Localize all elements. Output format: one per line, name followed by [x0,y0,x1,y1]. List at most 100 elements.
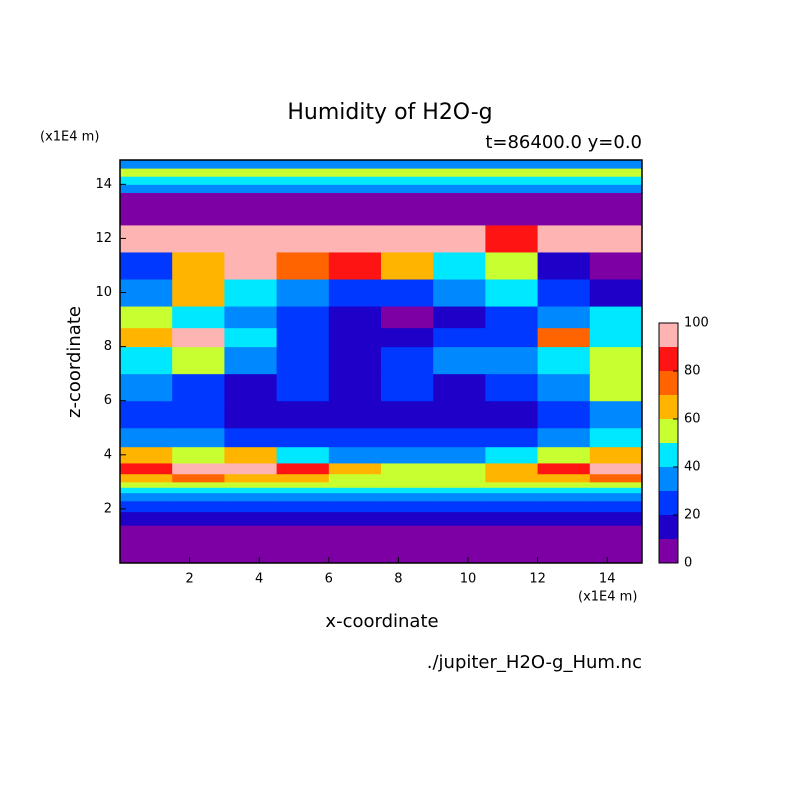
contour-cell [276,511,330,526]
contour-cell [537,500,591,513]
contour-cell [485,487,539,494]
contour-cell [433,160,486,169]
contour-cell [433,400,486,429]
contour-cell [381,176,434,185]
contour-cell [537,446,591,464]
contour-cell [485,176,539,185]
contour-cell [485,473,539,483]
contour-cell [328,168,382,177]
contour-cell [589,373,643,402]
colorbar-segment [659,323,678,347]
contour-cell [328,306,382,329]
contour-cell [172,306,225,329]
contour-cell [224,192,278,226]
contour-cell [589,224,643,253]
contour-cell [381,327,434,348]
contour-cell [276,481,330,488]
contour-cell [224,279,278,307]
contour-cell [485,168,539,177]
colorbar-segment [659,515,678,539]
contour-cell [381,511,434,526]
contour-cell [485,400,539,429]
contour-cell [328,487,382,494]
contour-cell [328,462,382,475]
contour-cell [381,279,434,307]
contour-cell [537,525,591,564]
contour-cell [381,400,434,429]
contour-cell [172,184,225,193]
x-tick-label: 10 [460,572,477,587]
contour-cell [537,160,591,169]
contour-cell [276,224,330,253]
contour-cell [589,192,643,226]
contour-cell [485,160,539,169]
contour-cell [537,487,591,494]
colorbar-segment [659,371,678,395]
contour-cell [276,500,330,513]
contour-cell [120,400,173,429]
y-tick-label: 10 [95,285,112,300]
contour-cell [433,446,486,464]
contour-cell [485,192,539,226]
contour-cell [120,184,173,193]
contour-cell [328,511,382,526]
contour-cell [172,511,225,526]
contour-cell [433,251,486,280]
contour-cell [120,462,173,475]
contour-cell [224,160,278,169]
y-axis-label: z-coordinate [64,306,85,418]
contour-cell [537,511,591,526]
x-tick-label: 6 [325,572,333,587]
contour-cell [381,487,434,494]
contour-cell [537,473,591,483]
contour-cell [433,327,486,348]
contour-cell [589,481,643,488]
contour-cell [433,373,486,402]
y-tick-label: 4 [104,447,112,462]
contour-cell [120,481,173,488]
contour-cell [381,192,434,226]
contour-cell [276,160,330,169]
contour-cell [433,427,486,448]
contour-cell [172,192,225,226]
x-tick-label: 2 [185,572,193,587]
contour-cell [485,184,539,193]
contour-cell [589,168,643,177]
contour-cell [276,446,330,464]
contour-cell [172,492,225,502]
contour-cell [224,473,278,483]
y-tick-label: 6 [104,393,112,408]
contour-cell [276,462,330,475]
contour-cell [172,487,225,494]
colorbar-tick-label: 80 [684,364,701,379]
contour-cell [485,279,539,307]
colorbar-tick-label: 100 [684,316,709,331]
contour-cell [172,462,225,475]
contour-cell [537,279,591,307]
contour-cell [433,306,486,329]
contour-cell [328,192,382,226]
contour-cell [224,224,278,253]
contour-cell [589,400,643,429]
contour-cell [485,306,539,329]
contour-cell [276,168,330,177]
contour-cell [381,168,434,177]
contour-cell [328,373,382,402]
contour-cell [537,306,591,329]
contour-cell [537,176,591,185]
contour-cell [172,427,225,448]
y-tick-label: 14 [95,177,112,192]
contour-cell [120,327,173,348]
contour-cell [381,373,434,402]
chart-subtitle: t=86400.0 y=0.0 [485,132,642,153]
contour-cell [276,327,330,348]
contour-cell [381,306,434,329]
contour-cell [276,525,330,564]
contour-cell [537,192,591,226]
contour-cell [433,279,486,307]
contour-cell [537,327,591,348]
contour-cell [589,487,643,494]
contour-cell [485,251,539,280]
